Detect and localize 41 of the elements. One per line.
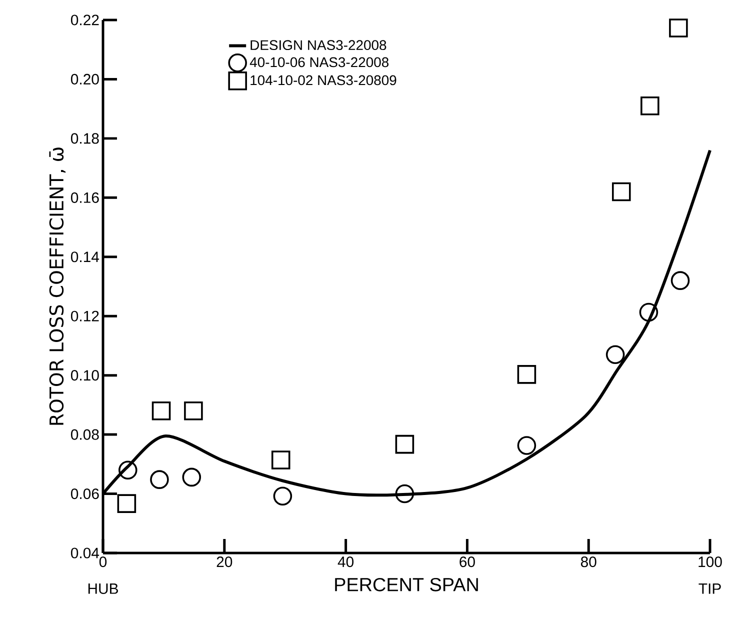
point <box>152 401 171 420</box>
point <box>273 486 292 506</box>
y-tick-label: 0.22 <box>70 14 99 26</box>
point <box>670 271 690 290</box>
x-tick-label: 40 <box>338 556 354 568</box>
legend-label: DESIGN NAS3-22008 <box>250 40 386 50</box>
x-tick-label: 100 <box>698 556 722 568</box>
point <box>118 460 138 480</box>
x-tick-label: 60 <box>460 556 475 568</box>
point <box>117 494 136 513</box>
y-axis-title: ROTOR LOSS COEFFICIENT, ω̄ <box>49 148 66 425</box>
x-axis-title: PERCENT SPAN <box>335 578 478 592</box>
point <box>395 484 414 504</box>
text: TIP <box>698 584 721 594</box>
y-tick-label: 0.10 <box>70 370 99 381</box>
point <box>184 401 203 420</box>
point <box>150 470 169 489</box>
y-tick-label: 0.04 <box>70 548 100 558</box>
point <box>612 182 631 202</box>
y-tick-label: 0.12 <box>70 310 99 322</box>
point <box>606 345 625 364</box>
x-tick-label: 20 <box>216 556 232 568</box>
text: HUB <box>88 584 118 594</box>
y-tick-label: 0.16 <box>70 192 99 203</box>
y-tick-label: 0.20 <box>70 74 99 85</box>
point <box>669 18 688 38</box>
point <box>517 365 536 384</box>
point <box>639 302 658 322</box>
x-tick-label: 80 <box>580 556 596 568</box>
y-tick-label: 0.18 <box>70 133 99 144</box>
point <box>182 468 202 487</box>
point <box>395 434 414 454</box>
legend-label: 104-10-02 NAS3-20809 <box>250 75 396 86</box>
legend-label: 40-10-06 NAS3-22008 <box>250 57 389 68</box>
point <box>640 96 660 116</box>
x-tick-label: 0 <box>99 556 107 568</box>
y-tick-label: 0.08 <box>70 429 99 440</box>
point <box>517 436 536 455</box>
point <box>271 450 290 470</box>
y-tick-label: 0.06 <box>70 488 99 500</box>
y-tick-label: 0.14 <box>70 252 100 262</box>
